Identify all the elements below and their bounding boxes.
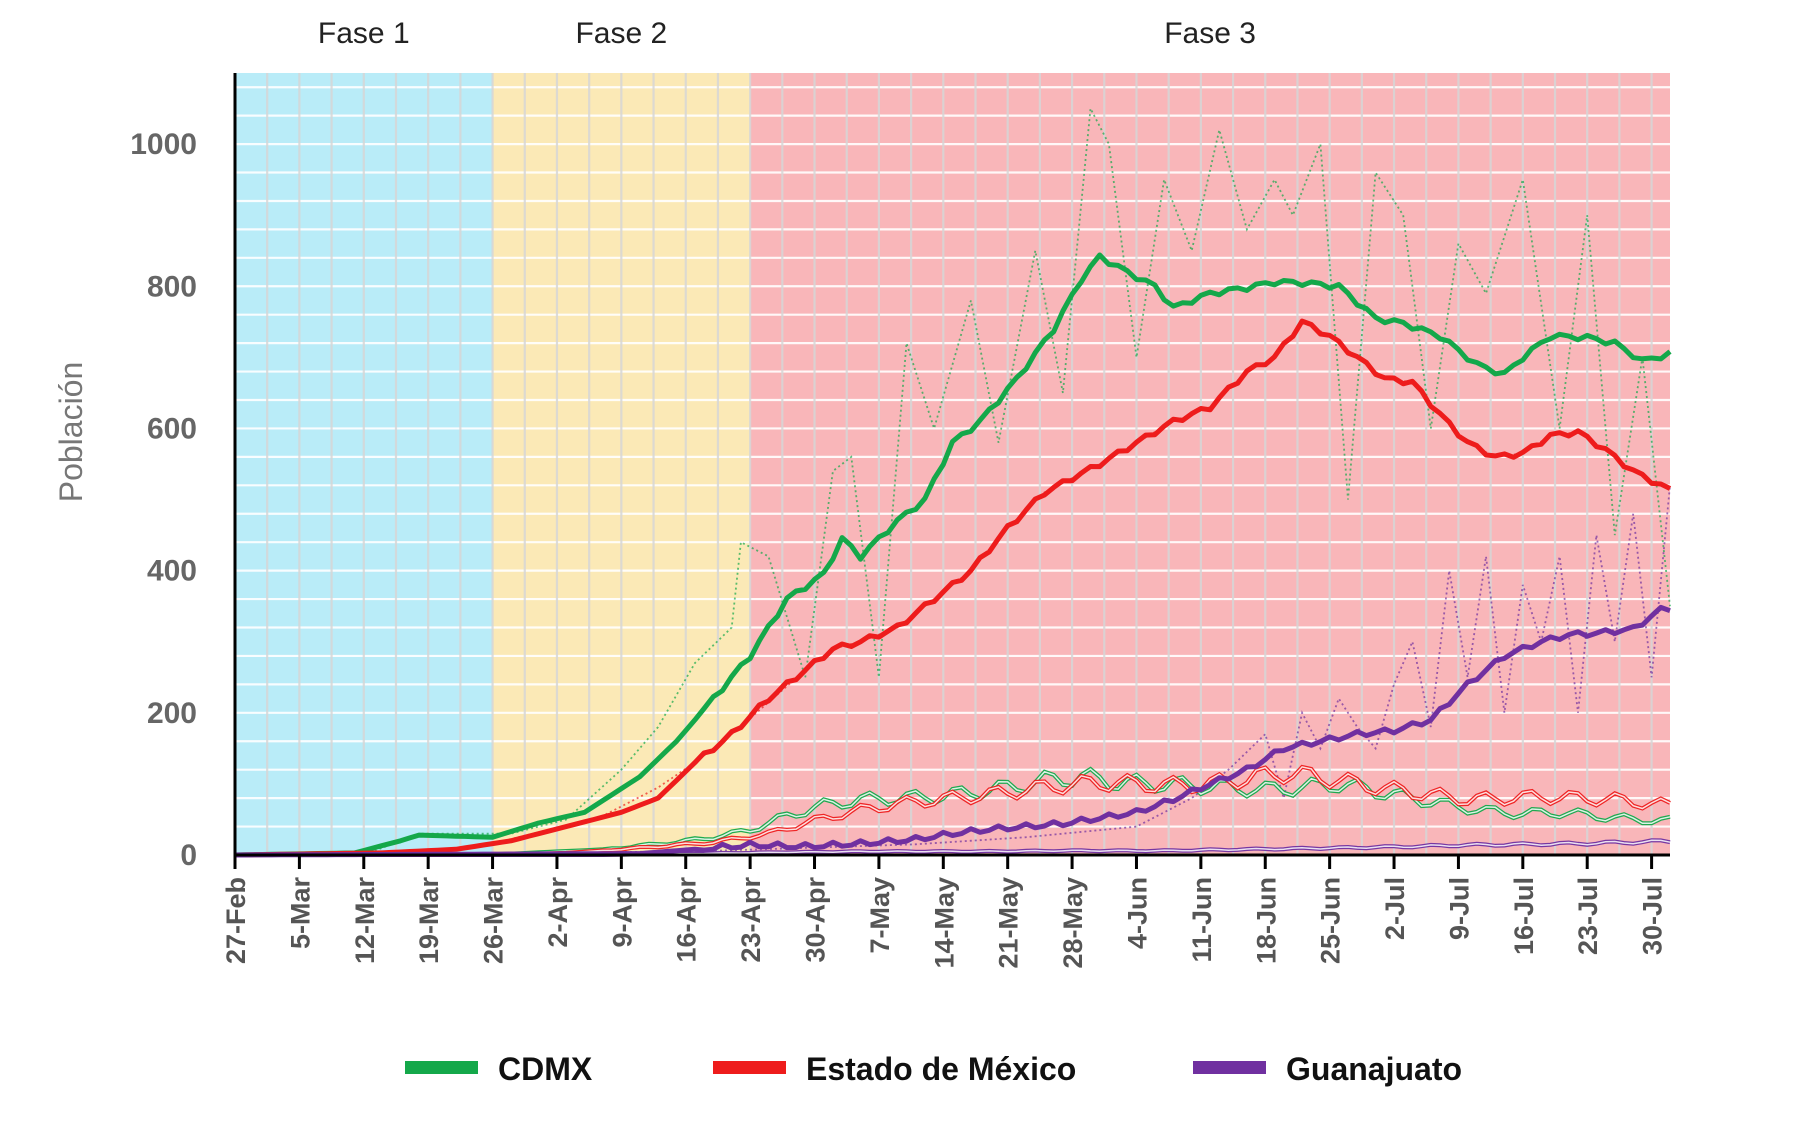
x-tick-label: 4-Jun bbox=[1122, 877, 1152, 949]
phase-label-3: Fase 3 bbox=[1164, 17, 1256, 50]
legend-label-1: CDMX bbox=[498, 1051, 593, 1087]
x-tick-label: 19-Mar bbox=[414, 877, 444, 965]
x-tick-label: 25-Jun bbox=[1316, 877, 1346, 964]
legend-label-2: Estado de México bbox=[806, 1051, 1076, 1087]
y-tick-labels: 0 200 400 600 800 1000 bbox=[130, 128, 197, 872]
x-tick-label: 30-Apr bbox=[801, 877, 831, 963]
y-tick-label: 600 bbox=[147, 412, 197, 445]
x-tick-label: 9-Jul bbox=[1444, 877, 1474, 940]
axes bbox=[233, 73, 1670, 857]
y-tick-label: 400 bbox=[147, 555, 197, 588]
x-tick-label: 18-Jun bbox=[1251, 877, 1281, 964]
phase-label-1: Fase 1 bbox=[318, 17, 410, 50]
x-tick-labels: 27-Feb 5-Mar 12-Mar 19-Mar 26-Mar 2-Apr 9-Apr 1… bbox=[221, 855, 1668, 969]
y-axis-label: Población bbox=[53, 362, 89, 503]
x-tick-label: 2-Apr bbox=[543, 877, 573, 948]
x-tick-label: 5-Mar bbox=[285, 877, 315, 950]
x-tick-label: 16-Jul bbox=[1509, 877, 1539, 955]
y-tick-label: 0 bbox=[180, 839, 197, 872]
legend-swatch-1 bbox=[405, 1061, 478, 1074]
phase-bg-3 bbox=[750, 73, 1670, 855]
phase-backgrounds bbox=[235, 73, 1670, 855]
x-tick-label: 12-Mar bbox=[350, 877, 380, 965]
phase-labels: Fase 1 Fase 2 Fase 3 bbox=[318, 17, 1256, 50]
daily-line-3 bbox=[234, 485, 1671, 856]
x-tick-label: 2-Jul bbox=[1380, 877, 1410, 940]
legend-label-3: Guanajuato bbox=[1286, 1051, 1462, 1087]
x-tick-label: 14-May bbox=[929, 877, 959, 969]
y-tick-label: 1000 bbox=[130, 128, 197, 161]
phase-label-2: Fase 2 bbox=[575, 17, 667, 50]
y-tick-label: 800 bbox=[147, 270, 197, 303]
x-tick-label: 23-Apr bbox=[736, 877, 766, 963]
daily-line-1 bbox=[234, 105, 1671, 856]
x-tick-label: 7-May bbox=[865, 877, 895, 954]
x-tick-label: 21-May bbox=[994, 877, 1024, 969]
moving-average-line-1 bbox=[234, 252, 1672, 858]
x-tick-label: 9-Apr bbox=[607, 877, 637, 948]
grid-lines bbox=[233, 73, 1670, 855]
x-tick-label: 27-Feb bbox=[221, 877, 251, 964]
x-tick-label: 30-Jul bbox=[1638, 877, 1668, 955]
x-tick-label: 23-Jul bbox=[1573, 877, 1603, 955]
legend-swatch-2 bbox=[713, 1061, 786, 1074]
x-tick-label: 28-May bbox=[1058, 877, 1088, 969]
legend-swatch-3 bbox=[1193, 1061, 1266, 1074]
x-tick-label: 16-Apr bbox=[672, 877, 702, 963]
x-tick-label: 26-Mar bbox=[479, 877, 509, 965]
moving-average-line-2 bbox=[234, 318, 1672, 858]
x-tick-label: 11-Jun bbox=[1187, 877, 1217, 963]
y-tick-label: 200 bbox=[147, 697, 197, 730]
legend: CDMX Estado de México Guanajuato bbox=[405, 1051, 1462, 1087]
